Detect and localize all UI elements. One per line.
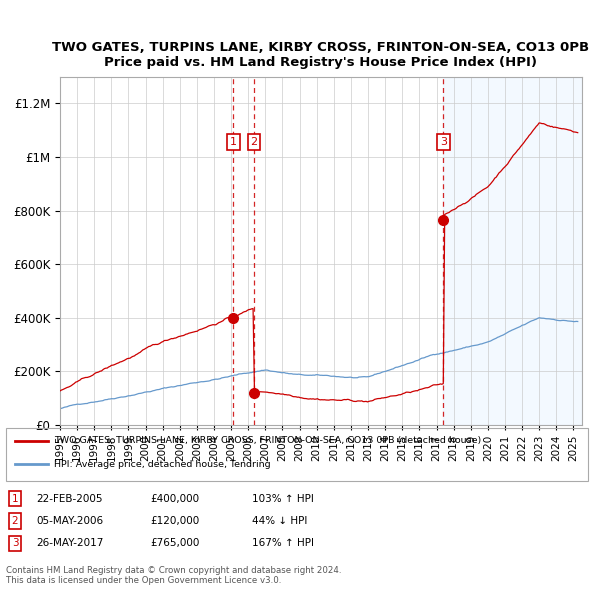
Text: 2: 2 [251,137,257,147]
Title: TWO GATES, TURPINS LANE, KIRBY CROSS, FRINTON-ON-SEA, CO13 0PB
Price paid vs. HM: TWO GATES, TURPINS LANE, KIRBY CROSS, FR… [52,41,590,68]
Text: 44% ↓ HPI: 44% ↓ HPI [252,516,307,526]
Text: £400,000: £400,000 [150,494,199,503]
Text: 1: 1 [11,494,19,503]
Text: 167% ↑ HPI: 167% ↑ HPI [252,539,314,548]
Text: 05-MAY-2006: 05-MAY-2006 [36,516,103,526]
Text: 3: 3 [440,137,447,147]
Text: £765,000: £765,000 [150,539,199,548]
Text: 22-FEB-2005: 22-FEB-2005 [36,494,103,503]
Text: 2: 2 [11,516,19,526]
Text: Contains HM Land Registry data © Crown copyright and database right 2024.
This d: Contains HM Land Registry data © Crown c… [6,566,341,585]
Text: £120,000: £120,000 [150,516,199,526]
Text: TWO GATES, TURPINS LANE, KIRBY CROSS, FRINTON-ON-SEA, CO13 0PB (detached house): TWO GATES, TURPINS LANE, KIRBY CROSS, FR… [54,436,481,445]
Text: 3: 3 [11,539,19,548]
Text: HPI: Average price, detached house, Tendring: HPI: Average price, detached house, Tend… [54,460,271,469]
Text: 26-MAY-2017: 26-MAY-2017 [36,539,103,548]
Text: 1: 1 [230,137,237,147]
Text: 103% ↑ HPI: 103% ↑ HPI [252,494,314,503]
Bar [443,77,582,425]
